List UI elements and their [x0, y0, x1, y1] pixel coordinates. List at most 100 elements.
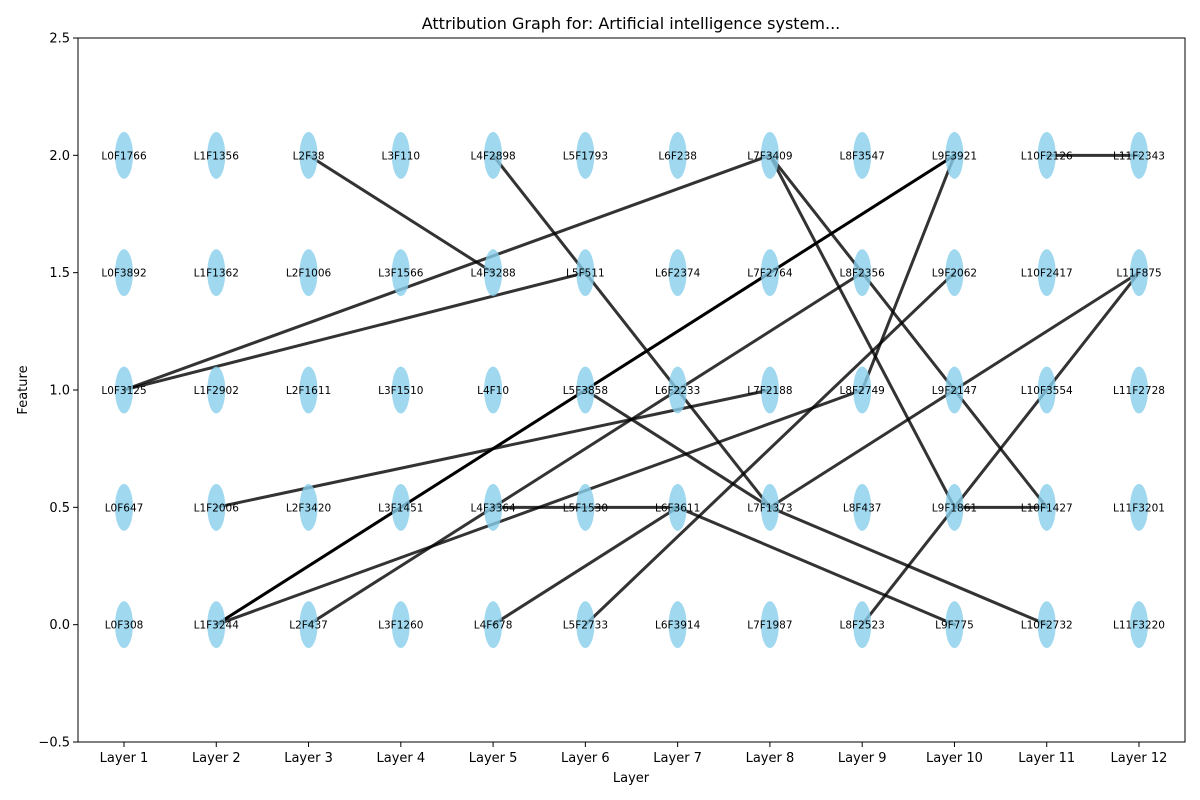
feature-node-label: L6F3914: [655, 620, 701, 632]
feature-node: [668, 249, 687, 297]
feature-node-label: L1F2006: [194, 502, 240, 514]
feature-node-label: L6F2233: [655, 385, 700, 397]
feature-node-label: L10F2732: [1021, 620, 1073, 632]
feature-node: [1130, 131, 1148, 179]
feature-node: [576, 249, 595, 297]
edge: [122, 153, 772, 392]
feature-node: [484, 249, 503, 297]
feature-node: [1037, 366, 1056, 414]
feature-node: [576, 601, 595, 649]
feature-node: [391, 366, 410, 414]
y-tick-label: 2.0: [49, 149, 70, 164]
feature-node: [115, 366, 133, 414]
feature-node-label: L8F2523: [840, 620, 885, 632]
x-tick-label: Layer 6: [561, 751, 610, 766]
feature-node-label: L0F3892: [101, 268, 146, 280]
edge: [307, 271, 864, 627]
feature-node-label: L5F511: [566, 268, 605, 280]
feature-node: [853, 483, 872, 531]
nodes-layer: [115, 131, 1148, 649]
chart-title: Attribution Graph for: Artificial intell…: [422, 14, 841, 33]
x-tick-label: Layer 8: [746, 751, 795, 766]
feature-node: [207, 366, 226, 414]
feature-node-label: L7F3409: [747, 150, 792, 162]
feature-node: [1037, 601, 1056, 649]
feature-node: [391, 131, 410, 179]
y-tick-label: 0.5: [49, 501, 70, 516]
feature-node-label: L11F2728: [1113, 385, 1165, 397]
x-tick-label: Layer 10: [926, 751, 983, 766]
feature-node: [391, 483, 410, 531]
axes-layer: Layer 1 Layer 2 Layer 3 Layer 4 Layer 5 Layer…: [38, 32, 1186, 766]
feature-node: [945, 601, 964, 649]
feature-node: [945, 366, 964, 414]
feature-node: [576, 366, 595, 414]
feature-node-label: L4F2898: [470, 150, 515, 162]
feature-node-label: L10F2126: [1021, 150, 1073, 162]
feature-node-label: L11F3201: [1113, 502, 1165, 514]
feature-node: [945, 483, 964, 531]
feature-node: [945, 249, 964, 297]
feature-node: [299, 249, 318, 297]
feature-node: [853, 249, 872, 297]
feature-node: [299, 131, 318, 179]
feature-node: [760, 483, 779, 531]
feature-node: [484, 366, 503, 414]
feature-node-label: L2F1006: [286, 268, 332, 280]
feature-node-label: L0F1766: [101, 150, 147, 162]
feature-node-label: L11F3220: [1113, 620, 1165, 632]
feature-node: [115, 601, 133, 649]
feature-node: [1037, 131, 1056, 179]
feature-node: [760, 366, 779, 414]
feature-node: [760, 601, 779, 649]
x-axis-label: Layer: [613, 771, 650, 786]
feature-node-label: L0F308: [105, 620, 144, 632]
feature-node-label: L6F3611: [655, 502, 700, 514]
feature-node-label: L11F875: [1116, 268, 1161, 280]
feature-node: [760, 131, 779, 179]
y-tick-label: 0.0: [49, 618, 70, 633]
feature-node: [207, 249, 226, 297]
feature-node-label: L8F2749: [840, 385, 885, 397]
feature-node: [1130, 249, 1148, 297]
feature-node-label: L4F3288: [470, 268, 515, 280]
feature-node: [484, 601, 503, 649]
feature-node-label: L2F1611: [286, 385, 331, 397]
feature-node: [115, 483, 133, 531]
y-axis-label: Feature: [16, 365, 31, 414]
feature-node-label: L4F3364: [470, 502, 516, 514]
feature-node: [484, 483, 503, 531]
y-tick-label: 1.0: [49, 384, 70, 399]
feature-node-label: L8F437: [843, 502, 882, 514]
feature-node-label: L1F1356: [194, 150, 240, 162]
y-tick-label: 1.5: [49, 266, 70, 281]
feature-node-label: L1F3244: [194, 620, 240, 632]
feature-node-label: L0F3125: [101, 385, 146, 397]
feature-node: [945, 131, 964, 179]
feature-node: [207, 131, 226, 179]
feature-node: [853, 131, 872, 179]
edge: [860, 271, 1141, 627]
feature-node: [1037, 249, 1056, 297]
feature-node-label: L10F1427: [1021, 502, 1073, 514]
feature-node-label: L1F2902: [194, 385, 239, 397]
feature-node: [576, 131, 595, 179]
edge: [491, 153, 772, 509]
x-tick-label: Layer 12: [1111, 751, 1168, 766]
feature-node: [115, 249, 133, 297]
feature-node: [760, 249, 779, 297]
feature-node-label: L7F2188: [747, 385, 792, 397]
feature-node: [299, 366, 318, 414]
x-tick-label: Layer 11: [1018, 751, 1075, 766]
feature-node-label: L10F3554: [1021, 385, 1073, 397]
feature-node-label: L2F437: [289, 620, 328, 632]
node-labels-layer: L0F1766 L0F3892 L0F3125 L0F647 L0F308 L1F1356…: [101, 150, 1165, 631]
x-tick-label: Layer 1: [100, 751, 149, 766]
feature-node-label: L9F775: [935, 620, 974, 632]
feature-node-label: L5F1530: [563, 502, 608, 514]
feature-node: [115, 131, 133, 179]
feature-node: [576, 483, 595, 531]
edge: [768, 153, 956, 509]
feature-node-label: L5F2733: [563, 620, 608, 632]
feature-node: [207, 483, 226, 531]
